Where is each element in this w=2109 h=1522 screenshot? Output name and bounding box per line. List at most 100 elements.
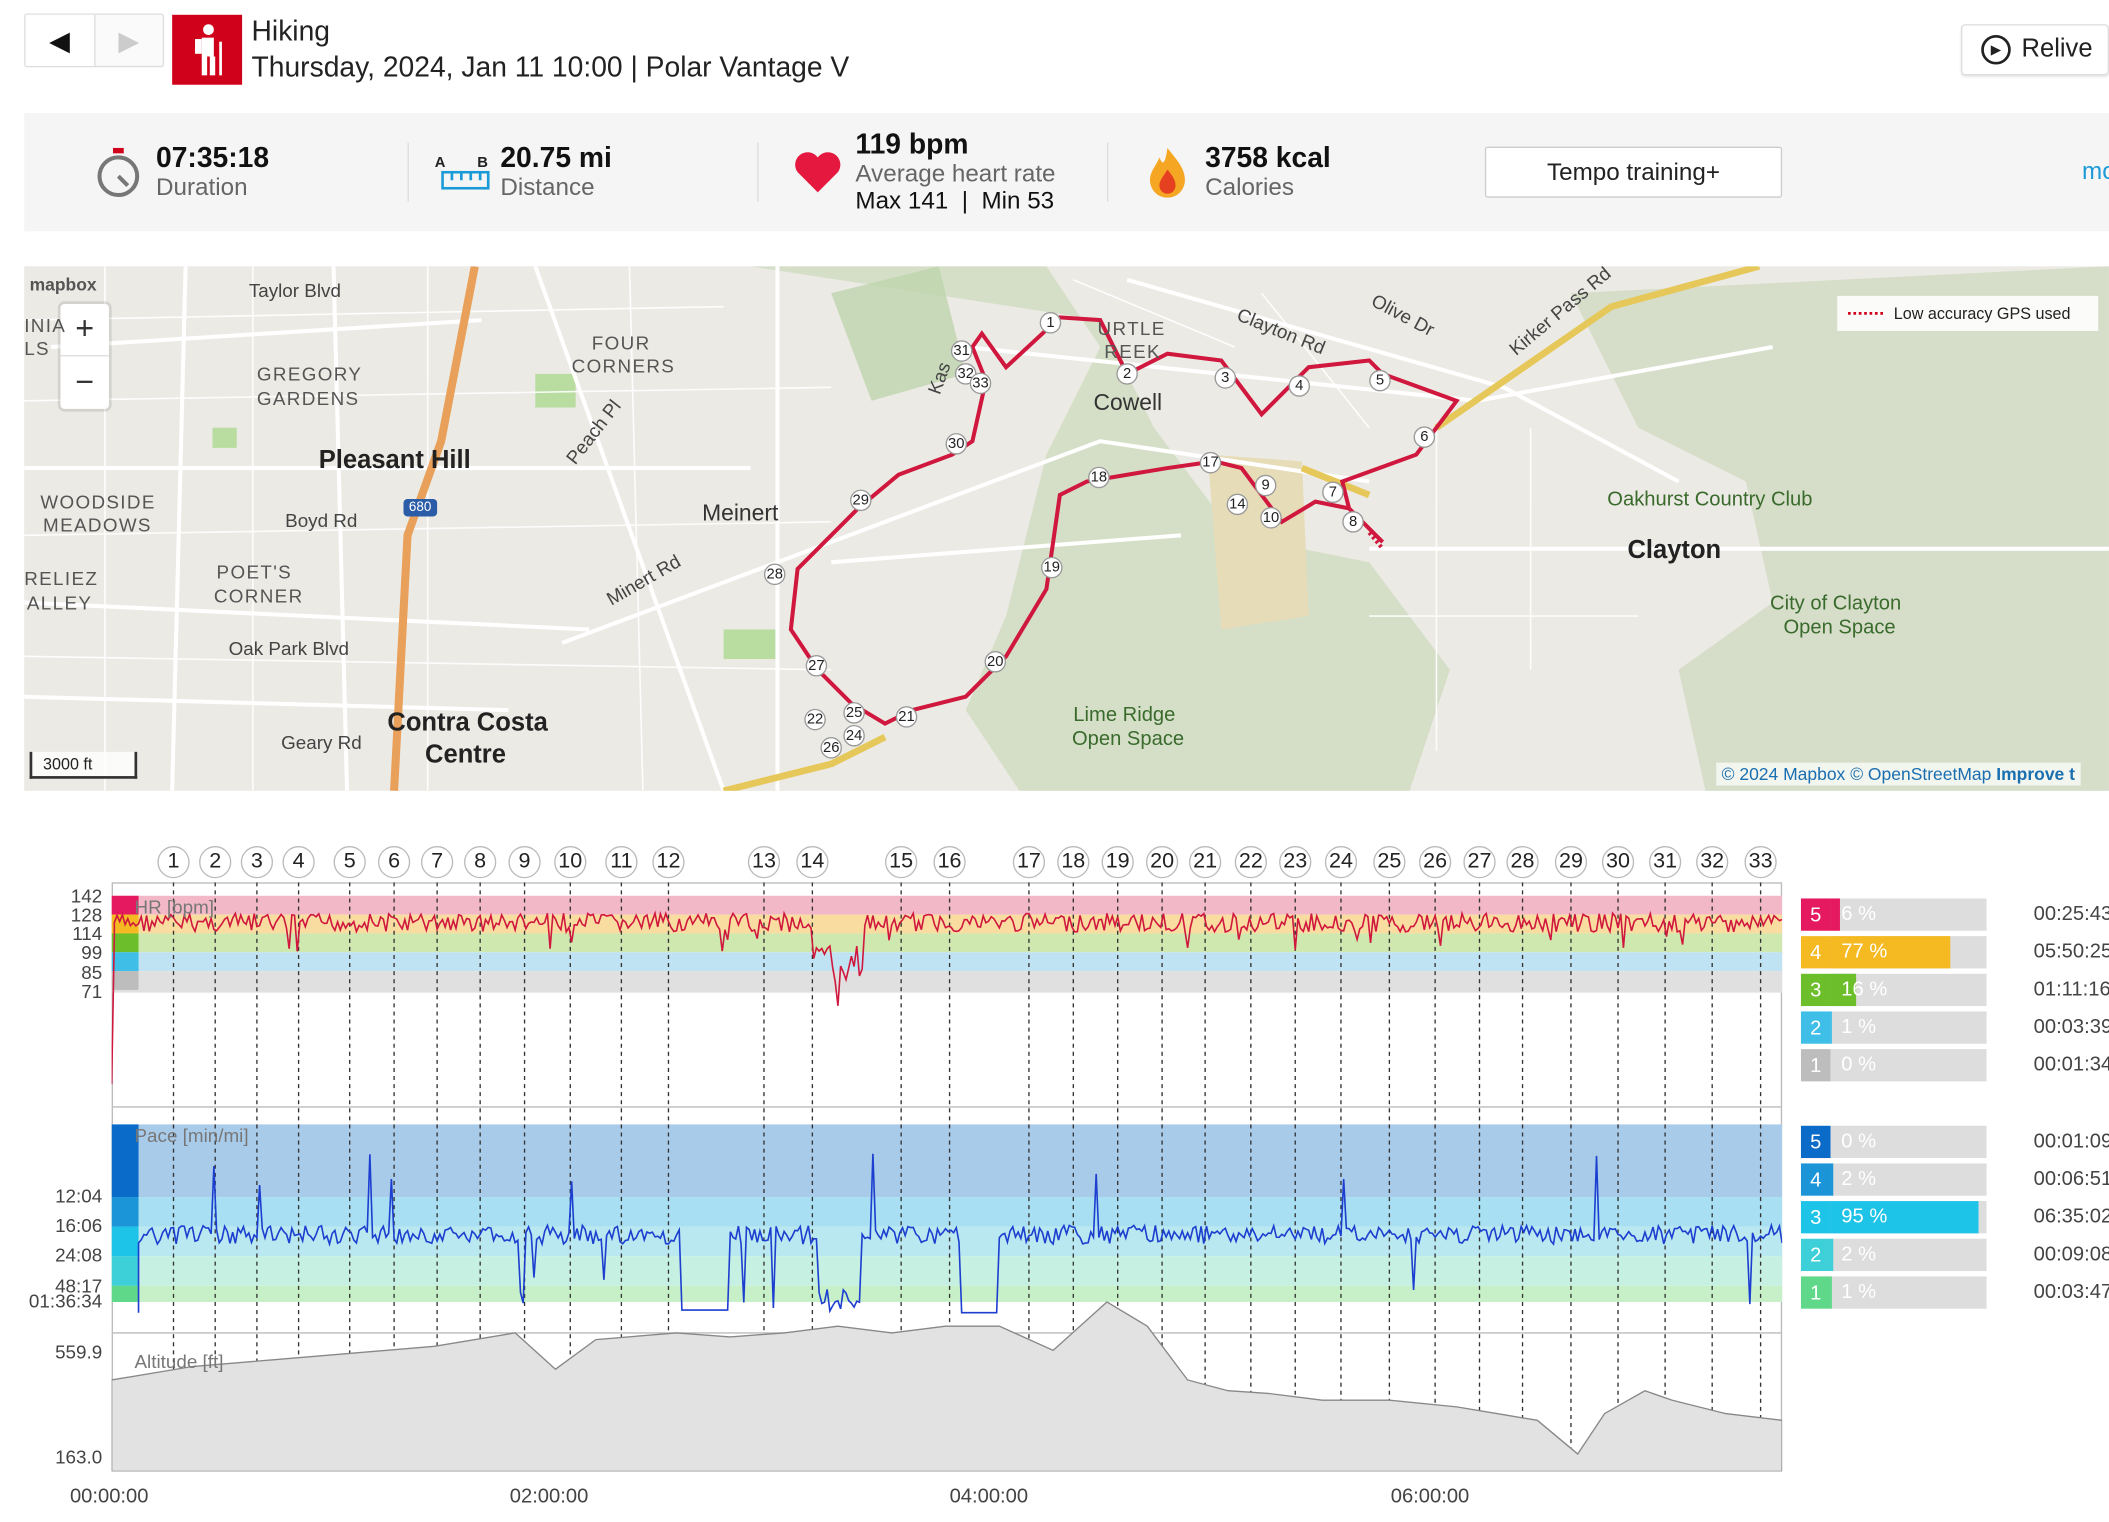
lap-marker[interactable]: 5 bbox=[333, 846, 366, 879]
route-marker[interactable]: 18 bbox=[1088, 466, 1110, 489]
route-marker[interactable]: 25 bbox=[843, 702, 865, 724]
route-marker[interactable]: 19 bbox=[1041, 556, 1063, 579]
pace_chart-zone-row: 5 0 % 00:01:09 bbox=[1800, 1125, 2109, 1159]
lap-marker[interactable]: 31 bbox=[1648, 846, 1682, 879]
zone-time: 00:03:39 bbox=[2033, 1015, 2109, 1039]
lap-marker[interactable]: 20 bbox=[1145, 846, 1179, 879]
lap-marker[interactable]: 1 bbox=[157, 846, 190, 879]
lap-marker[interactable]: 24 bbox=[1324, 846, 1358, 879]
route-map[interactable]: mapbox + − INIA LS Taylor Blvd FOUR CORN… bbox=[24, 266, 2109, 791]
improve-map-link[interactable]: Improve t bbox=[1996, 763, 2075, 785]
route-marker[interactable]: 31 bbox=[950, 340, 973, 362]
more-link[interactable]: mo bbox=[2082, 157, 2109, 185]
osm-attribution-link[interactable]: © OpenStreetMap bbox=[1850, 763, 1992, 785]
lap-marker[interactable]: 17 bbox=[1012, 846, 1046, 879]
lap-marker[interactable]: 12 bbox=[652, 846, 685, 879]
pace_chart-zone-row: 3 95 % 06:35:02 bbox=[1800, 1201, 2109, 1234]
route-marker[interactable]: 26 bbox=[820, 737, 842, 759]
play-icon: ▶ bbox=[1981, 34, 2011, 65]
lap-marker[interactable]: 33 bbox=[1744, 846, 1777, 879]
route-marker[interactable]: 7 bbox=[1322, 481, 1344, 504]
hr_chart-zone-row: 5 6 % 00:25:43 bbox=[1800, 898, 2109, 931]
lap-marker[interactable]: 22 bbox=[1234, 846, 1267, 879]
route-marker[interactable]: 24 bbox=[843, 724, 865, 747]
lap-marker[interactable]: 6 bbox=[377, 846, 411, 879]
previous-activity-button[interactable]: ◀ bbox=[25, 14, 95, 66]
zone-bar-fill bbox=[1830, 936, 1951, 969]
route-marker[interactable]: 9 bbox=[1254, 474, 1277, 497]
lap-marker[interactable]: 13 bbox=[747, 846, 781, 879]
lap-marker[interactable]: 23 bbox=[1279, 846, 1312, 879]
lap-marker[interactable]: 21 bbox=[1188, 846, 1222, 879]
lap-marker[interactable]: 19 bbox=[1101, 846, 1134, 879]
heart-rate-minmax: Max 141 | Min 53 bbox=[855, 186, 1055, 214]
map-label: GREGORY bbox=[256, 363, 363, 385]
lap-marker[interactable]: 16 bbox=[933, 846, 966, 879]
mapbox-attribution-link[interactable]: © 2024 Mapbox bbox=[1721, 763, 1846, 785]
route-marker[interactable]: 17 bbox=[1199, 451, 1222, 474]
route-marker[interactable]: 2 bbox=[1116, 363, 1138, 385]
activity-title: Hiking bbox=[251, 16, 331, 48]
route-marker[interactable]: 6 bbox=[1413, 426, 1436, 448]
map-label: Cowell bbox=[1093, 390, 1163, 416]
lap-marker[interactable]: 18 bbox=[1057, 846, 1090, 879]
lap-marker[interactable]: 25 bbox=[1373, 846, 1406, 879]
route-marker[interactable]: 20 bbox=[984, 650, 1007, 673]
zoom-in-button[interactable]: + bbox=[60, 304, 109, 357]
lap-marker[interactable]: 26 bbox=[1418, 846, 1452, 879]
route-marker[interactable]: 5 bbox=[1369, 369, 1391, 392]
lap-marker[interactable]: 30 bbox=[1601, 846, 1635, 879]
heart-rate-value: 119 bpm bbox=[855, 129, 969, 161]
zone-percent: 16 % bbox=[1841, 977, 1888, 1001]
route-marker[interactable]: 10 bbox=[1260, 507, 1282, 529]
lap-marker[interactable]: 9 bbox=[508, 846, 541, 879]
lap-marker[interactable]: 11 bbox=[605, 846, 638, 879]
route-marker[interactable]: 4 bbox=[1288, 375, 1311, 397]
hr-zone-band bbox=[111, 933, 1783, 953]
route-marker[interactable]: 27 bbox=[805, 655, 828, 677]
dotted-line-icon bbox=[1848, 312, 1883, 315]
lap-marker[interactable]: 32 bbox=[1696, 846, 1729, 879]
map-background bbox=[24, 266, 2109, 791]
zoom-out-button[interactable]: − bbox=[75, 363, 95, 401]
hr-zone-swatch bbox=[111, 952, 139, 972]
map-label: Boyd Rd bbox=[285, 509, 358, 532]
activity-subtitle: Thursday, 2024, Jan 11 10:00 | Polar Van… bbox=[251, 52, 850, 84]
route-marker[interactable]: 14 bbox=[1226, 493, 1249, 516]
route-marker[interactable]: 33 bbox=[969, 372, 992, 395]
lap-marker[interactable]: 28 bbox=[1506, 846, 1539, 879]
zone-time: 00:01:34 bbox=[2033, 1053, 2109, 1076]
route-marker[interactable]: 21 bbox=[895, 706, 918, 728]
map-label: Oakhurst Country Club bbox=[1607, 488, 1813, 512]
lap-marker[interactable]: 14 bbox=[796, 846, 829, 879]
lap-marker[interactable]: 27 bbox=[1463, 846, 1496, 879]
training-benefit-button[interactable]: Tempo training+ bbox=[1484, 146, 1783, 198]
zone-bar: 6 % 00:25:43 bbox=[1830, 898, 2109, 931]
zone-percent: 0 % bbox=[1841, 1053, 1877, 1076]
lap-marker[interactable]: 2 bbox=[199, 846, 232, 879]
lap-marker[interactable]: 15 bbox=[885, 846, 918, 879]
route-marker[interactable]: 1 bbox=[1039, 312, 1062, 334]
lap-marker[interactable]: 7 bbox=[420, 846, 454, 879]
lap-marker[interactable]: 3 bbox=[240, 846, 274, 879]
pace-axis-tick: 01:36:34 bbox=[28, 1289, 103, 1312]
zone-bar-fill bbox=[1830, 1163, 1834, 1196]
zone-number: 3 bbox=[1800, 1201, 1831, 1234]
map-label: Taylor Blvd bbox=[248, 279, 341, 302]
activity-charts[interactable] bbox=[111, 882, 1783, 1472]
lap-marker[interactable]: 29 bbox=[1554, 846, 1588, 879]
route-marker[interactable]: 29 bbox=[850, 489, 872, 512]
lap-marker[interactable]: 10 bbox=[554, 846, 587, 879]
route-marker[interactable]: 22 bbox=[804, 708, 826, 731]
zone-bar-fill bbox=[1830, 1238, 1834, 1272]
next-activity-button[interactable]: ▶ bbox=[118, 26, 140, 56]
route-marker[interactable]: 8 bbox=[1342, 511, 1364, 533]
route-marker[interactable]: 28 bbox=[763, 563, 786, 586]
lap-marker[interactable]: 4 bbox=[282, 846, 315, 879]
zone-time: 00:25:43 bbox=[2033, 902, 2109, 926]
lap-marker[interactable]: 8 bbox=[464, 846, 497, 879]
zone-percent: 2 % bbox=[1841, 1242, 1877, 1266]
route-marker[interactable]: 3 bbox=[1214, 367, 1237, 389]
route-marker[interactable]: 30 bbox=[945, 433, 968, 455]
relive-button[interactable]: ▶ Relive bbox=[1961, 24, 2109, 76]
